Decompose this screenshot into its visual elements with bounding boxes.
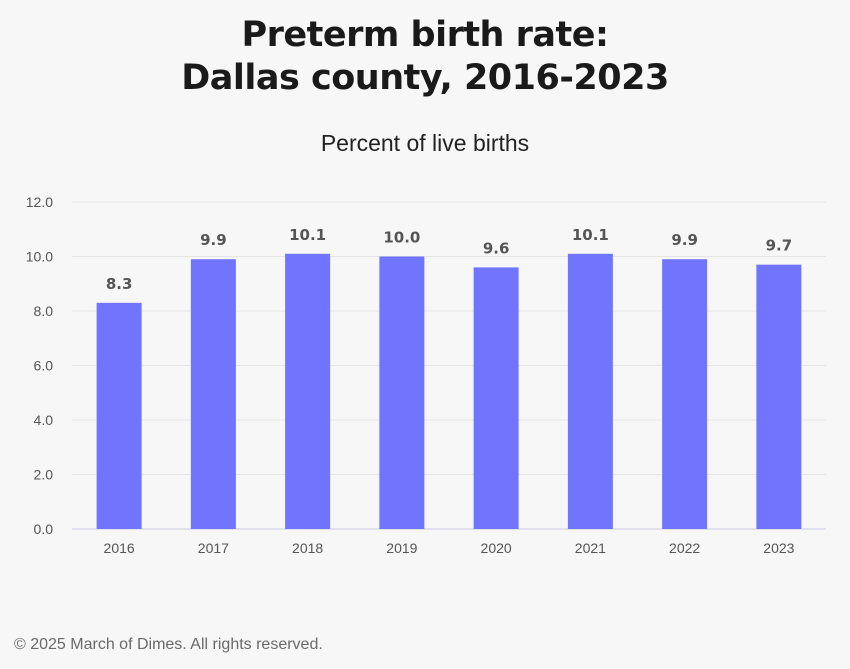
bar [379, 256, 425, 529]
data-label: 10.0 [383, 229, 420, 247]
gridlines [72, 201, 826, 530]
chart-subtitle: Percent of live births [320, 130, 530, 156]
y-tick-label: 8.0 [34, 303, 54, 319]
data-label: 10.1 [289, 226, 326, 244]
chart-title-line-1: Preterm birth rate: [241, 15, 609, 55]
data-label: 9.9 [200, 231, 227, 249]
bar [567, 253, 613, 529]
bar [285, 253, 331, 529]
y-tick-label: 0.0 [34, 521, 54, 537]
x-tick-label: 2020 [481, 540, 512, 556]
x-tick-label: 2017 [198, 540, 229, 556]
bar [190, 259, 236, 529]
labels: 0.0 2.0 4.0 6.0 8.0 10.0 12.0 8.3 2016 9.9 2017 10.… [26, 194, 795, 556]
chart-title: Preterm birth rate: Dallas county, 2016-… [0, 14, 850, 100]
x-tick-label: 2018 [292, 540, 323, 556]
x-tick-label: 2016 [104, 540, 135, 556]
bars [96, 253, 802, 529]
bar [473, 267, 519, 529]
x-tick-label: 2023 [763, 540, 794, 556]
bar [756, 264, 802, 529]
x-tick-label: 2021 [575, 540, 606, 556]
x-tick-label: 2022 [669, 540, 700, 556]
chart-title-line-2: Dallas county, 2016-2023 [181, 58, 669, 98]
bar [662, 259, 708, 529]
bar [96, 302, 142, 529]
data-label: 10.1 [572, 226, 609, 244]
data-label: 9.7 [766, 237, 793, 255]
data-label: 9.9 [671, 231, 698, 249]
x-tick-label: 2019 [386, 540, 417, 556]
y-tick-label: 2.0 [34, 467, 54, 483]
copyright-footer: © 2025 March of Dimes. All rights reserv… [14, 636, 323, 653]
data-label: 8.3 [106, 275, 133, 293]
y-tick-label: 10.0 [26, 249, 53, 265]
data-label: 9.6 [483, 239, 510, 257]
y-tick-label: 12.0 [26, 194, 53, 210]
y-tick-label: 6.0 [34, 358, 54, 374]
y-tick-label: 4.0 [34, 412, 54, 428]
